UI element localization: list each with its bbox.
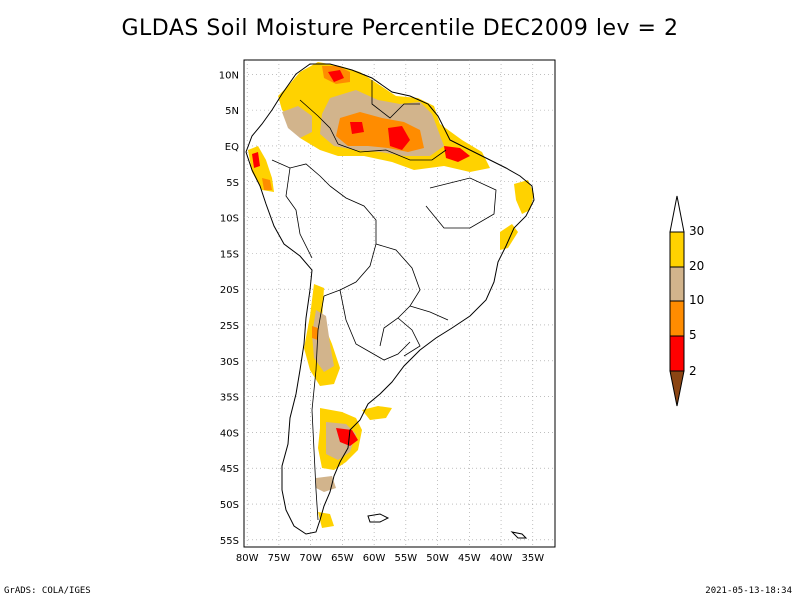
lat-label: 55S bbox=[220, 536, 239, 547]
lon-label: 45W bbox=[458, 553, 481, 564]
shade-andes-tan bbox=[312, 310, 334, 372]
lon-label: 70W bbox=[299, 553, 322, 564]
falkland-islands bbox=[367, 513, 390, 523]
shade-ne-yellow bbox=[514, 180, 534, 214]
shade-buenosaires-yellow bbox=[362, 406, 392, 420]
lon-label: 40W bbox=[490, 553, 513, 564]
legend-label-10: 10 bbox=[689, 293, 704, 307]
legend-below-triangle bbox=[669, 370, 685, 407]
latitude-labels: 10N 5N EQ 5S 10S 15S 20S 25S 30S 35S 40S 45S 50S 55S bbox=[219, 70, 239, 547]
legend-10-20 bbox=[669, 266, 685, 302]
legend-label-2: 2 bbox=[689, 364, 697, 378]
lon-label: 65W bbox=[331, 553, 354, 564]
lon-label: 75W bbox=[268, 553, 291, 564]
lat-label: 10N bbox=[219, 70, 239, 81]
lat-label: 5S bbox=[226, 178, 239, 189]
shade-colombia-tan bbox=[282, 106, 312, 138]
shaded-regions bbox=[248, 62, 534, 528]
shade-red-2 bbox=[388, 126, 410, 150]
lat-label: 40S bbox=[220, 428, 239, 439]
legend-5-10 bbox=[669, 300, 685, 337]
lon-label: 50W bbox=[426, 553, 449, 564]
shade-red-4 bbox=[444, 146, 470, 162]
lat-label: 15S bbox=[220, 249, 239, 260]
map-title: GLDAS Soil Moisture Percentile DEC2009 l… bbox=[121, 16, 679, 41]
lon-label: 80W bbox=[236, 553, 259, 564]
lat-label: 25S bbox=[220, 321, 239, 332]
lat-label: 45S bbox=[220, 464, 239, 475]
legend-above-triangle bbox=[669, 195, 685, 233]
shade-andes-orange bbox=[312, 326, 318, 340]
country-borders bbox=[271, 80, 497, 521]
legend-2-5 bbox=[669, 335, 685, 372]
lon-label: 60W bbox=[363, 553, 386, 564]
shade-patagonia-red bbox=[336, 428, 358, 446]
lat-label: 20S bbox=[220, 285, 239, 296]
legend-label-20: 20 bbox=[689, 259, 704, 273]
lat-label: 5N bbox=[225, 106, 239, 117]
shade-red-3 bbox=[350, 122, 364, 134]
lat-label: 50S bbox=[220, 500, 239, 511]
footer-timestamp: 2021-05-13-18:34 bbox=[705, 586, 792, 596]
lat-label: 35S bbox=[220, 393, 239, 404]
continent-outline bbox=[245, 63, 535, 535]
shade-east-yellow bbox=[500, 224, 518, 250]
lat-label: 10S bbox=[220, 214, 239, 225]
shade-south-yellow bbox=[318, 512, 334, 528]
south-georgia bbox=[510, 531, 528, 539]
color-legend: 30 20 10 5 2 bbox=[669, 195, 704, 407]
shade-red-1 bbox=[328, 70, 344, 82]
lon-label: 55W bbox=[395, 553, 418, 564]
lat-label: 30S bbox=[220, 357, 239, 368]
legend-label-5: 5 bbox=[689, 328, 697, 342]
shade-west-red bbox=[252, 152, 260, 168]
lon-label: 35W bbox=[521, 553, 544, 564]
shade-west-orange bbox=[262, 178, 272, 190]
legend-20-30 bbox=[669, 231, 685, 268]
footer-credit: GrADS: COLA/IGES bbox=[4, 586, 91, 596]
longitude-labels: 80W 75W 70W 65W 60W 55W 50W 45W 40W 35W bbox=[236, 553, 544, 564]
legend-label-30: 30 bbox=[689, 224, 704, 238]
lat-label: EQ bbox=[225, 142, 239, 153]
